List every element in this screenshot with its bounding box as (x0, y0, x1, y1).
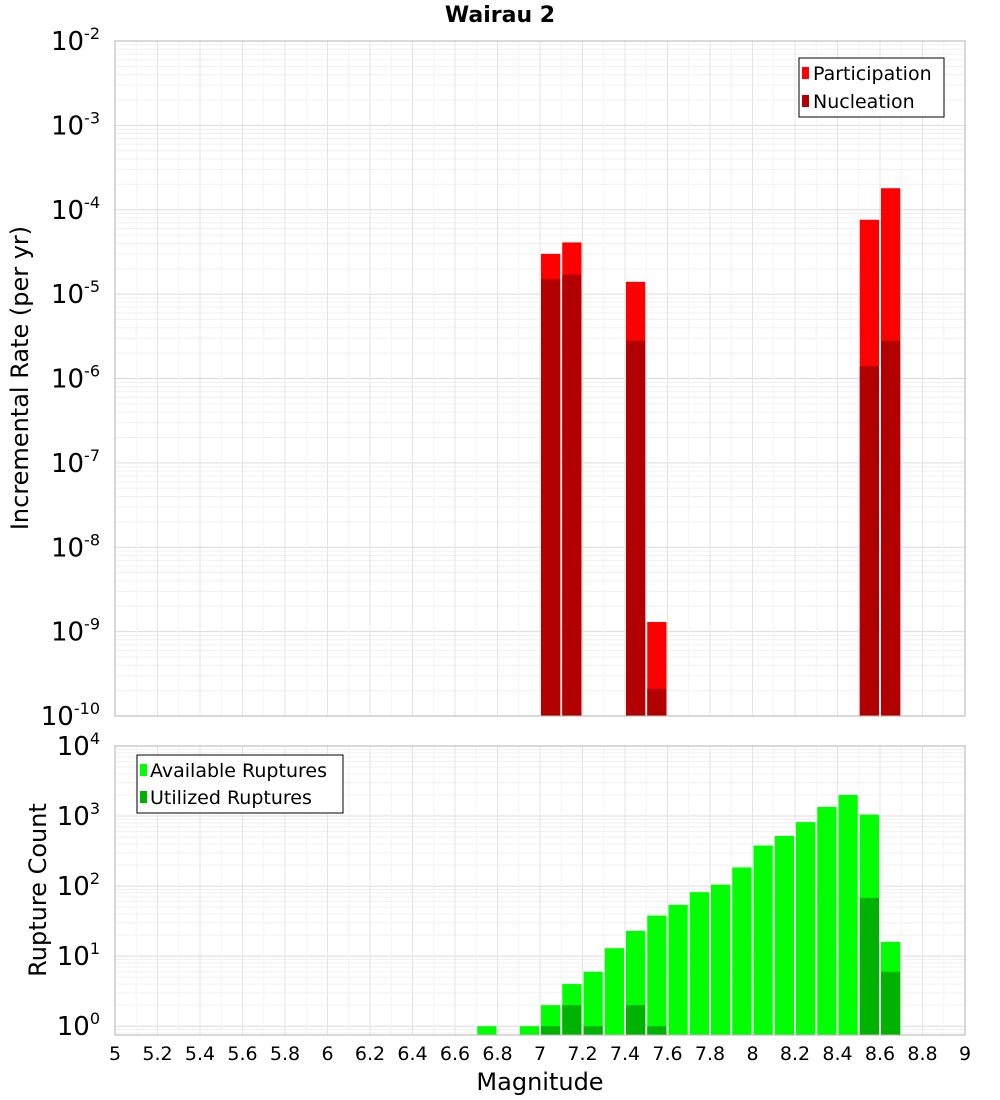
rate-gridlines (114, 40, 966, 717)
magnitude-tick-label: 5.8 (270, 1043, 300, 1065)
count-bar-utilized-ruptures (859, 897, 879, 1035)
magnitude-tick-label: 7.2 (567, 1043, 597, 1065)
rate-plot-border (114, 40, 966, 717)
count-plot-border (114, 745, 966, 1036)
count-bar-available-ruptures (604, 948, 624, 1035)
magnitude-tick-label: 6 (321, 1043, 333, 1065)
legend-participation-label: Participation (813, 63, 932, 85)
magnitude-tick-label: 8.4 (822, 1043, 852, 1065)
magnitude-tick-label: 7.8 (695, 1043, 725, 1065)
rate-bar-nucleation (626, 340, 646, 716)
rate-bar-nucleation (881, 340, 901, 716)
count-legend: Available Ruptures Utilized Ruptures (136, 754, 344, 814)
rate-bar-nucleation (647, 688, 667, 716)
magnitude-tick-label: 8.2 (780, 1043, 810, 1065)
magnitude-x-ticks: 5 5.2 5.4 5.6 5.8 6 6.2 6.4 6.6 6.8 7 7.2 7.4 7.6 7.8 8… (109, 1043, 971, 1065)
count-bar-available-ruptures (668, 904, 688, 1035)
rate-legend: Participation Nucleation (798, 57, 945, 118)
available-swatch (140, 764, 147, 776)
rate-bars (541, 188, 901, 717)
count-bar-utilized-ruptures (881, 971, 901, 1035)
magnitude-x-axis-label: Magnitude (476, 1068, 603, 1096)
magnitude-tick-label: 6.2 (355, 1043, 385, 1065)
nucleation-swatch (802, 95, 809, 107)
rate-y-axis-label: Incremental Rate (per yr) (6, 226, 34, 530)
count-bar-utilized-ruptures (626, 1005, 646, 1035)
count-bar-available-ruptures (583, 971, 603, 1035)
rate-bar-nucleation (859, 366, 879, 716)
count-y-tick-label: 102 (57, 869, 100, 902)
count-bar-available-ruptures (477, 1026, 497, 1035)
count-bar-utilized-ruptures (583, 1026, 603, 1035)
count-bar-utilized-ruptures (647, 1026, 667, 1035)
magnitude-tick-label: 7.6 (652, 1043, 682, 1065)
magnitude-tick-label: 7.4 (610, 1043, 640, 1065)
magnitude-tick-label: 9 (959, 1043, 971, 1065)
participation-swatch (802, 67, 809, 79)
count-legend-box (136, 754, 344, 814)
rate-bar-nucleation (541, 279, 561, 716)
count-bar-available-ruptures (817, 806, 837, 1035)
count-bars (477, 794, 901, 1035)
legend-utilized-label: Utilized Ruptures (150, 787, 312, 809)
magnitude-tick-label: 5.4 (185, 1043, 215, 1065)
rate-bar-nucleation (562, 274, 582, 716)
count-bar-available-ruptures (689, 892, 709, 1035)
count-bar-available-ruptures (732, 867, 752, 1035)
count-bar-utilized-ruptures (562, 1005, 582, 1035)
count-bar-available-ruptures (838, 794, 858, 1035)
magnitude-tick-label: 5.6 (227, 1043, 257, 1065)
magnitude-tick-label: 8.8 (907, 1043, 937, 1065)
count-bar-utilized-ruptures (541, 1026, 561, 1035)
rate-legend-box (798, 57, 945, 118)
count-y-axis-label: Rupture Count (24, 803, 52, 977)
magnitude-tick-label: 8.6 (865, 1043, 895, 1065)
count-bar-available-ruptures (753, 845, 773, 1035)
magnitude-tick-label: 5 (109, 1043, 121, 1065)
utilized-swatch (140, 791, 147, 803)
legend-available-label: Available Ruptures (150, 760, 327, 782)
magnitude-tick-label: 5.2 (142, 1043, 172, 1065)
count-bar-available-ruptures (519, 1026, 539, 1035)
magnitude-tick-label: 6.8 (482, 1043, 512, 1065)
legend-nucleation-label: Nucleation (813, 91, 915, 113)
magnitude-tick-label: 6.4 (397, 1043, 427, 1065)
magnitude-tick-label: 8 (746, 1043, 758, 1065)
count-bar-available-ruptures (647, 915, 667, 1035)
magnitude-tick-label: 7 (534, 1043, 546, 1065)
count-bar-available-ruptures (711, 884, 731, 1035)
rate-panel: 10-210-310-410-510-610-710-810-910-10 In… (6, 24, 966, 732)
magnitude-tick-label: 6.6 (440, 1043, 470, 1065)
count-bar-available-ruptures (796, 822, 816, 1035)
chart-title: Wairau 2 (445, 3, 555, 28)
count-bar-available-ruptures (774, 835, 794, 1035)
